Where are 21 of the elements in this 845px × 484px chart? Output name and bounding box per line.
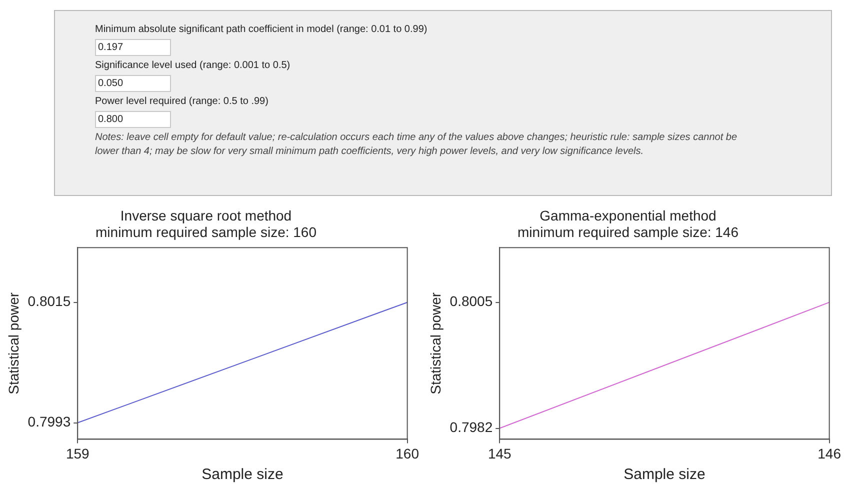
x-tick-label: 146 — [818, 445, 842, 462]
y-axis-title: Statistical power — [427, 292, 444, 394]
text: Minimum absolute significant path coefficient in model (range: 0.01 to 0.99) — [95, 23, 428, 37]
x-tick-label: 145 — [488, 445, 512, 462]
x-axis-title: Sample size — [624, 466, 706, 484]
input-field: 0.197 — [95, 39, 171, 56]
chart-title: Inverse square root method minimum required sample size: 160 — [96, 207, 317, 240]
y-axis-title: Statistical power — [5, 292, 22, 394]
y-tick-label: 0.8015 — [28, 293, 71, 310]
x-axis-title: Sample size — [202, 466, 284, 484]
chart-title: Gamma-exponential method minimum required sample size: 146 — [518, 207, 739, 240]
x-tick-label: 159 — [66, 445, 90, 462]
x-tick-label: 160 — [396, 445, 420, 462]
y-tick-label: 0.7993 — [28, 414, 71, 430]
input-field: 0.800 — [95, 111, 171, 128]
text: Power level required (range: 0.5 to .99) — [95, 95, 270, 109]
text: Significance level used (range: 0.001 to 0.5) — [95, 59, 292, 73]
text: Notes: leave cell empty for default value; re-calculation occurs each time any of the values above changes; heuristic rule: sample sizes cannot be lower than 4; may be slow for very small minimum path coefficients, very high power levels, and very low significance levels. — [95, 131, 738, 159]
y-tick-label: 0.8005 — [450, 293, 493, 310]
y-tick-label: 0.7982 — [450, 419, 493, 436]
input-field: 0.050 — [95, 75, 171, 92]
